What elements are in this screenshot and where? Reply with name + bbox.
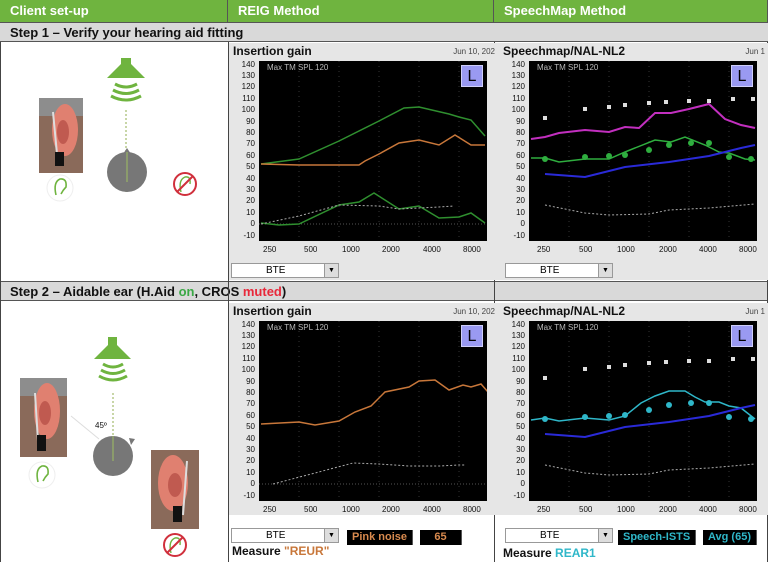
noise-floor-line [544,203,756,216]
panel-title: Speechmap/NAL-NL2 [503,304,626,318]
divider [228,42,229,562]
measure-value-rear1: REAR1 [555,546,596,560]
measure-label: Measure REAR1 [503,546,596,560]
hearing-aid-on-status: on [178,284,195,299]
target-upper-line [260,106,486,165]
panel-title: Speechmap/NAL-NL2 [503,44,626,58]
stimulus-level-button[interactable]: 65 [420,530,462,545]
chevron-down-icon[interactable]: ▼ [598,264,612,277]
hearing-aid-on-icon [28,461,56,489]
chevron-down-icon[interactable]: ▼ [598,529,612,542]
stimulus-level-button[interactable]: Avg (65) [703,530,757,545]
ucl-markers [543,357,755,380]
stimulus-type-button[interactable]: Speech-ISTS [618,530,697,545]
header-speechmap-method: SpeechMap Method [494,0,768,22]
noise-floor-line [544,463,756,476]
step1-heading: Step 1 – Verify your hearing aid fitting [0,22,768,42]
loudspeaker-icon [94,337,131,382]
left-ear-badge: L [731,65,753,87]
cros-muted-icon [163,533,187,557]
noise-floor-line [272,462,465,485]
measure-value-reur: "REUR" [284,544,330,558]
angle-line [70,415,100,440]
angle-label: 45º [95,421,107,430]
hearing-aid-type-select[interactable]: BTE ▼ [505,263,613,278]
client-setup-step2-diagram: 45º [20,337,199,557]
left-ear-badge: L [461,325,483,347]
target-lower-line [260,192,486,226]
panel-date: Jun 1 [745,47,765,56]
ear-photo-left [20,378,67,457]
reur-line [260,379,496,426]
reig-panel-step1: Insertion gain Jun 10, 202 140 130 120 110 1… [229,43,499,280]
step2-heading: Step 2 – Aidable ear (H.Aid on, CROS mut… [0,281,768,301]
speechmap-panel-step2: Speechmap/NAL-NL2 Jun 1 140 130 120 110 100 9… [499,303,768,515]
reig-panel-step2: Insertion gain Jun 10, 202 140 130 120 110 1… [229,303,499,515]
hearing-aid-type-select[interactable]: BTE ▼ [505,528,613,543]
mpo-line [530,102,756,140]
chevron-down-icon[interactable]: ▼ [324,529,338,542]
speechmap-plot: Max TM SPL 120 L [529,61,757,241]
cros-muted-status: muted [242,284,282,299]
panel-date: Jun 10, 202 [453,47,495,56]
divider [0,42,1,562]
cros-muted-icon [173,172,197,196]
target-diamonds [542,140,754,162]
reur-line [260,134,485,166]
hearing-aid-type-select[interactable]: BTE ▼ [231,528,339,543]
left-ear-badge: L [731,325,753,347]
threshold-line [544,144,756,179]
divider [494,42,495,562]
noise-floor-line [260,204,455,225]
target-diamonds [542,400,754,422]
threshold-line [544,404,756,439]
ucl-markers [543,97,755,120]
loudspeaker-icon [107,58,145,102]
rear1-line [530,390,756,422]
speechmap-plot: Max TM SPL 120 L [529,321,757,501]
ear-photo-left [39,98,83,173]
panel-title: Insertion gain [233,44,312,58]
head-icon [93,436,135,476]
hearing-aid-type-select[interactable]: BTE ▼ [231,263,339,278]
speechmap-panel-step1: Speechmap/NAL-NL2 Jun 1 140 130 120 110 100 9… [499,43,768,280]
measure-label: Measure "REUR" [232,544,330,558]
panel-date: Jun 10, 202 [453,307,495,316]
stimulus-type-button[interactable]: Pink noise [347,530,414,545]
left-ear-badge: L [461,65,483,87]
head-icon [107,148,147,192]
hearing-aid-on-icon [46,174,74,202]
ear-photo-right [151,450,199,529]
header-client-setup: Client set-up [0,0,228,22]
aided-speech-line [531,136,756,163]
panel-date: Jun 1 [745,307,765,316]
client-setup-step1-diagram [39,58,197,202]
chevron-down-icon[interactable]: ▼ [324,264,338,277]
insertion-gain-plot: Max TM SPL 120 L [259,61,487,241]
panel-title: Insertion gain [233,304,312,318]
header-reig-method: REIG Method [228,0,494,22]
insertion-gain-plot: Max TM SPL 120 L [259,321,496,501]
